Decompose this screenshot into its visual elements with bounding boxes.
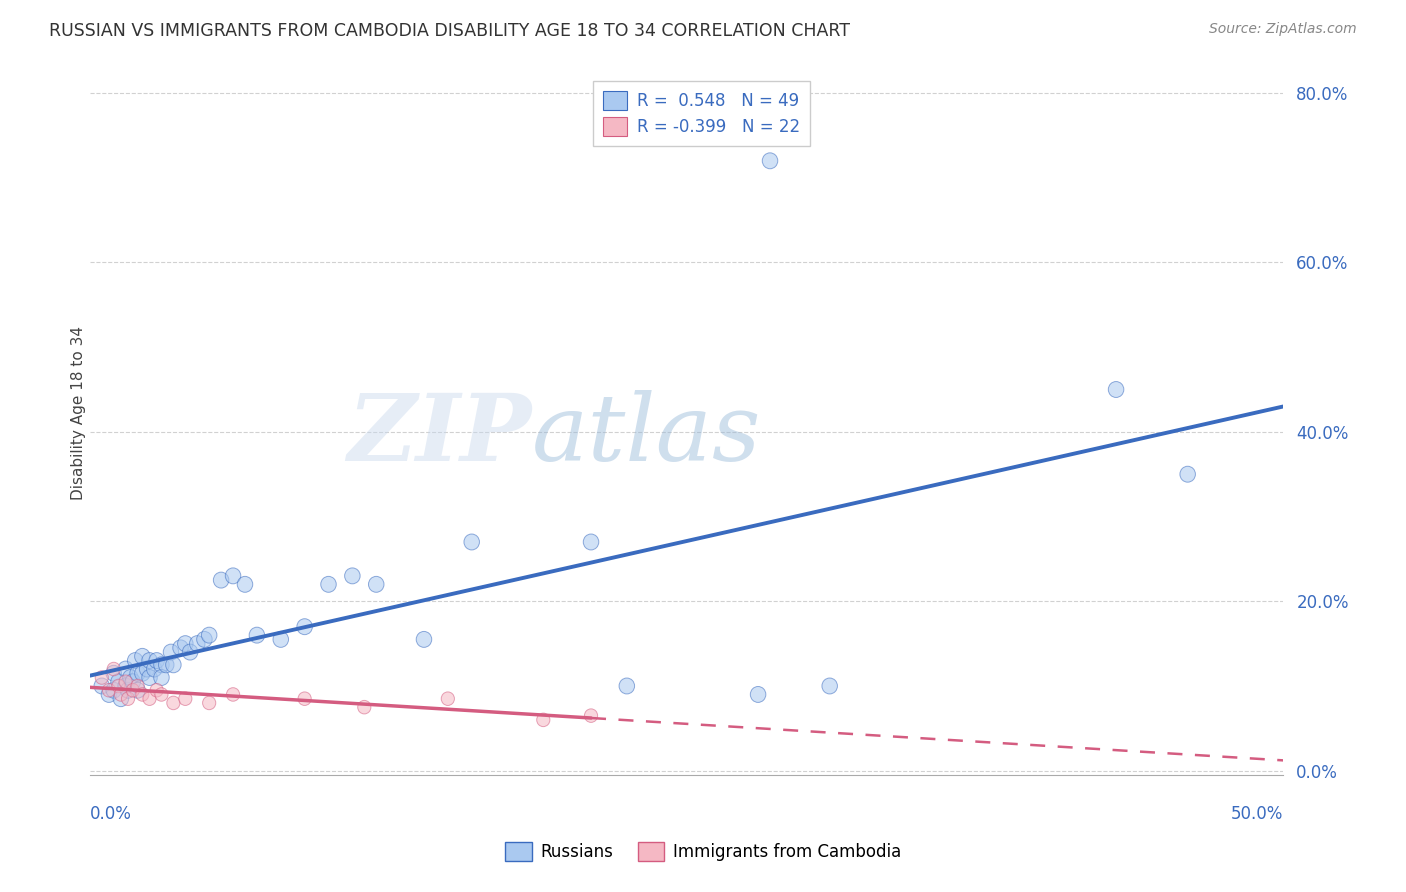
Ellipse shape bbox=[190, 636, 205, 651]
Ellipse shape bbox=[177, 636, 193, 651]
Text: ZIP: ZIP bbox=[347, 390, 531, 480]
Ellipse shape bbox=[129, 682, 145, 698]
Ellipse shape bbox=[103, 683, 115, 697]
Ellipse shape bbox=[118, 678, 134, 694]
Ellipse shape bbox=[135, 665, 150, 681]
Ellipse shape bbox=[214, 572, 229, 588]
Ellipse shape bbox=[368, 576, 384, 592]
Ellipse shape bbox=[1180, 467, 1195, 483]
Y-axis label: Disability Age 18 to 34: Disability Age 18 to 34 bbox=[72, 326, 86, 500]
Ellipse shape bbox=[762, 153, 778, 169]
Ellipse shape bbox=[122, 670, 138, 685]
Ellipse shape bbox=[441, 692, 454, 706]
Ellipse shape bbox=[416, 632, 432, 648]
Ellipse shape bbox=[163, 644, 179, 660]
Ellipse shape bbox=[121, 692, 135, 706]
Ellipse shape bbox=[125, 673, 141, 690]
Text: RUSSIAN VS IMMIGRANTS FROM CAMBODIA DISABILITY AGE 18 TO 34 CORRELATION CHART: RUSSIAN VS IMMIGRANTS FROM CAMBODIA DISA… bbox=[49, 22, 851, 40]
Ellipse shape bbox=[142, 653, 157, 668]
Ellipse shape bbox=[129, 665, 145, 681]
Ellipse shape bbox=[238, 576, 253, 592]
Ellipse shape bbox=[136, 688, 149, 701]
Ellipse shape bbox=[344, 568, 360, 584]
Ellipse shape bbox=[298, 692, 311, 706]
Text: 50.0%: 50.0% bbox=[1230, 805, 1284, 823]
Ellipse shape bbox=[135, 648, 150, 665]
Ellipse shape bbox=[159, 657, 174, 673]
Ellipse shape bbox=[121, 682, 136, 698]
Ellipse shape bbox=[751, 687, 766, 702]
Ellipse shape bbox=[583, 534, 599, 550]
Ellipse shape bbox=[139, 661, 155, 677]
Ellipse shape bbox=[225, 568, 240, 584]
Ellipse shape bbox=[464, 534, 479, 550]
Ellipse shape bbox=[96, 671, 108, 684]
Ellipse shape bbox=[94, 678, 110, 694]
Ellipse shape bbox=[357, 700, 371, 714]
Ellipse shape bbox=[155, 688, 169, 701]
Ellipse shape bbox=[197, 632, 212, 648]
Ellipse shape bbox=[142, 670, 157, 685]
Ellipse shape bbox=[273, 632, 288, 648]
Ellipse shape bbox=[619, 678, 634, 694]
Ellipse shape bbox=[179, 692, 191, 706]
Ellipse shape bbox=[150, 683, 163, 697]
Ellipse shape bbox=[202, 696, 215, 710]
Ellipse shape bbox=[173, 640, 188, 656]
Ellipse shape bbox=[146, 661, 162, 677]
Ellipse shape bbox=[321, 576, 336, 592]
Ellipse shape bbox=[201, 627, 217, 643]
Ellipse shape bbox=[128, 653, 143, 668]
Ellipse shape bbox=[585, 709, 598, 723]
Ellipse shape bbox=[143, 692, 156, 706]
Ellipse shape bbox=[107, 662, 121, 676]
Ellipse shape bbox=[153, 670, 169, 685]
Ellipse shape bbox=[149, 653, 165, 668]
Ellipse shape bbox=[823, 678, 838, 694]
Ellipse shape bbox=[167, 696, 180, 710]
Legend: R =  0.548   N = 49, R = -0.399   N = 22: R = 0.548 N = 49, R = -0.399 N = 22 bbox=[593, 81, 810, 146]
Ellipse shape bbox=[114, 688, 128, 701]
Ellipse shape bbox=[153, 657, 169, 673]
Ellipse shape bbox=[101, 687, 117, 702]
Ellipse shape bbox=[297, 619, 312, 634]
Ellipse shape bbox=[105, 665, 121, 681]
Ellipse shape bbox=[249, 627, 264, 643]
Ellipse shape bbox=[118, 661, 134, 677]
Ellipse shape bbox=[111, 673, 127, 690]
Text: atlas: atlas bbox=[531, 390, 761, 480]
Ellipse shape bbox=[166, 657, 181, 673]
Ellipse shape bbox=[226, 688, 239, 701]
Ellipse shape bbox=[127, 683, 139, 697]
Text: Source: ZipAtlas.com: Source: ZipAtlas.com bbox=[1209, 22, 1357, 37]
Text: 0.0%: 0.0% bbox=[90, 805, 132, 823]
Ellipse shape bbox=[131, 679, 145, 693]
Ellipse shape bbox=[537, 713, 550, 727]
Ellipse shape bbox=[105, 682, 121, 698]
Ellipse shape bbox=[112, 690, 128, 706]
Ellipse shape bbox=[120, 675, 132, 689]
Legend: Russians, Immigrants from Cambodia: Russians, Immigrants from Cambodia bbox=[498, 835, 908, 868]
Ellipse shape bbox=[183, 644, 198, 660]
Ellipse shape bbox=[112, 679, 125, 693]
Ellipse shape bbox=[1108, 382, 1123, 398]
